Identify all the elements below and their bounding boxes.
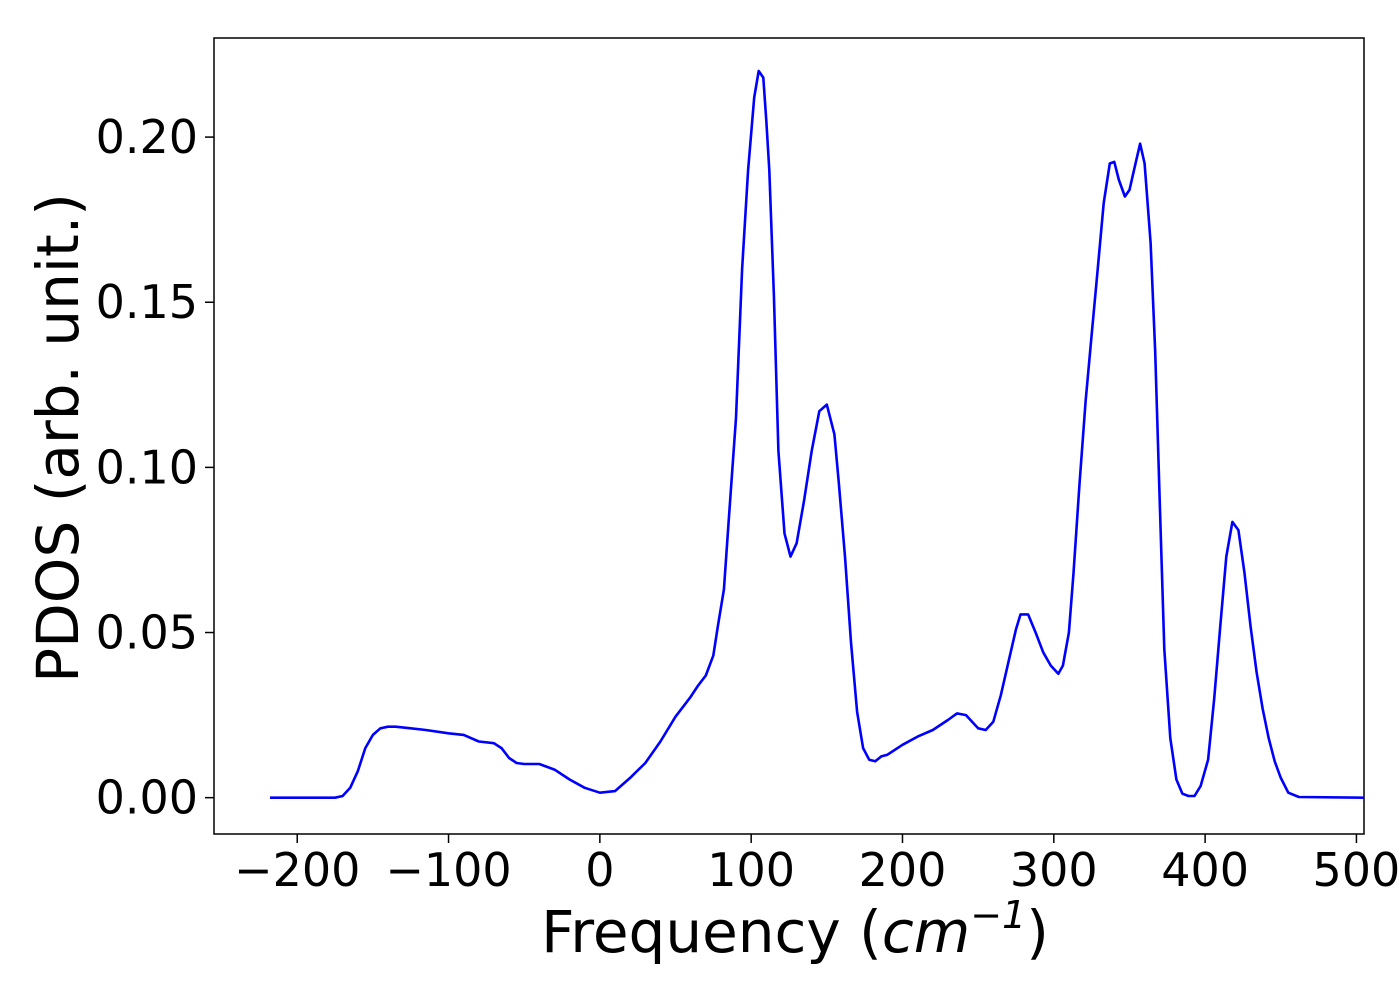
y-tick-label: 0.10 xyxy=(96,440,198,494)
x-axis-ticks: −200 −100 0 100 200 300 400 500 xyxy=(234,834,1400,897)
x-tick-label: 0 xyxy=(585,843,614,897)
x-axis-title-close: ) xyxy=(1026,898,1049,966)
x-axis-title-exponent: −1 xyxy=(970,893,1026,937)
x-tick-label: 200 xyxy=(859,843,947,897)
x-tick-label: 100 xyxy=(707,843,795,897)
x-axis-title-main: Frequency ( xyxy=(541,898,882,966)
x-tick-label: 400 xyxy=(1161,843,1249,897)
x-axis-title: Frequency (cm−1) xyxy=(541,893,1049,966)
y-tick-label: 0.20 xyxy=(96,110,198,164)
series-group xyxy=(270,69,1365,800)
y-tick-label: 0.00 xyxy=(96,771,198,825)
x-tick-label: −100 xyxy=(385,843,511,897)
y-tick-label: 0.05 xyxy=(96,606,198,660)
x-tick-label: −200 xyxy=(234,843,360,897)
x-axis-title-unit: cm xyxy=(882,898,970,966)
x-tick-label: 300 xyxy=(1010,843,1098,897)
y-axis-ticks: 0.00 0.05 0.10 0.15 0.20 xyxy=(96,110,214,825)
y-axis-title: PDOS (arb. unit.) xyxy=(24,193,92,683)
pdos-series-line xyxy=(270,69,1365,800)
plot-area-frame xyxy=(213,37,1365,835)
y-tick-label: 0.15 xyxy=(96,275,198,329)
x-tick-label: 500 xyxy=(1313,843,1400,897)
